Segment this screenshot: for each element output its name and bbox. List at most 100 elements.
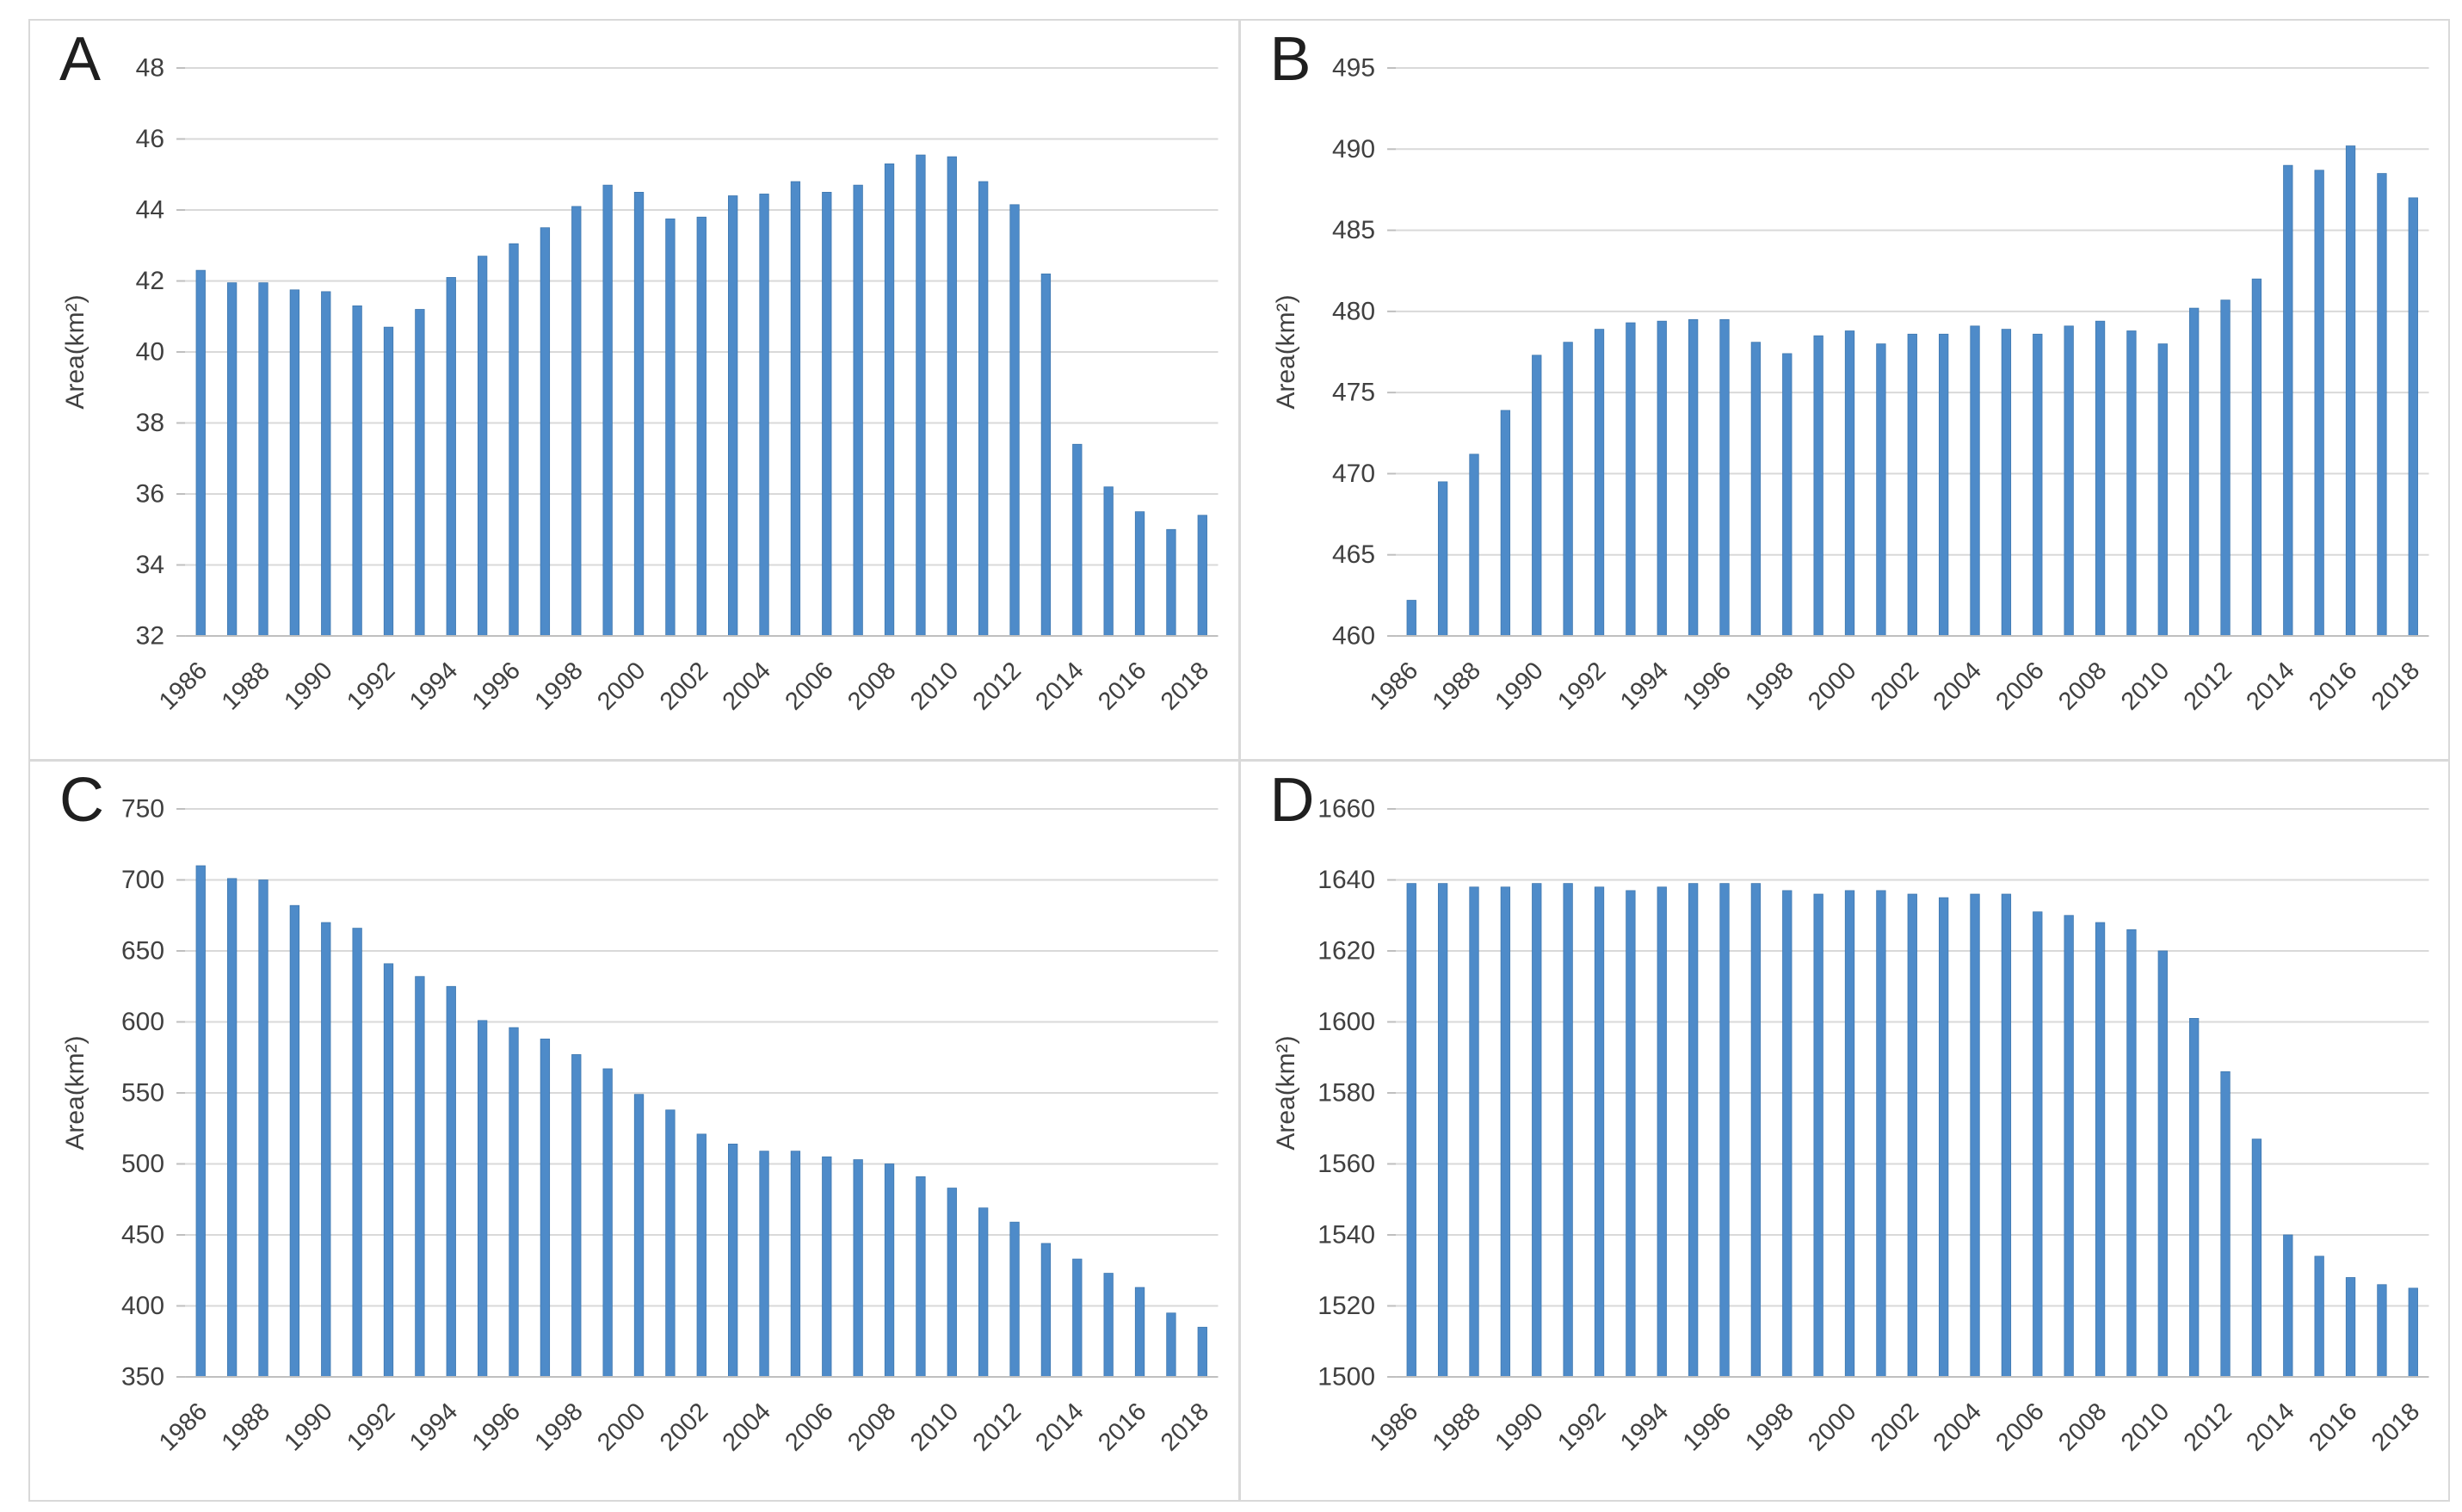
y-tick-label: 650 bbox=[121, 937, 164, 966]
x-tick-label: 1994 bbox=[1614, 657, 1673, 715]
bar bbox=[665, 218, 676, 637]
x-tick-label: 1994 bbox=[404, 657, 463, 715]
x-tick-label: 1990 bbox=[1490, 657, 1548, 715]
bar bbox=[2251, 1139, 2261, 1378]
x-tick-label: 1988 bbox=[1427, 657, 1485, 715]
chart-panel-c: 350 400 450 500 550 600 650 700 750 1986 1988 1990 1… bbox=[30, 762, 1238, 1500]
bar bbox=[822, 192, 832, 637]
y-tick-label: 475 bbox=[1331, 379, 1374, 407]
x-tick-label: 2010 bbox=[2115, 657, 2174, 715]
bar bbox=[477, 256, 488, 637]
bar bbox=[633, 1094, 645, 1378]
panel-label-c: C bbox=[59, 766, 104, 835]
bar bbox=[226, 282, 238, 637]
bar bbox=[1969, 893, 1980, 1378]
bar bbox=[602, 184, 613, 637]
bar bbox=[1562, 342, 1573, 637]
y-tick-label: 495 bbox=[1331, 54, 1374, 83]
y-tick-label: 550 bbox=[121, 1079, 164, 1108]
bar bbox=[665, 1109, 676, 1378]
bar bbox=[383, 963, 394, 1378]
x-tick-label: 2016 bbox=[1093, 657, 1151, 715]
x-tick-label: 1988 bbox=[1427, 1398, 1485, 1456]
x-tick-label: 2016 bbox=[1093, 1398, 1151, 1456]
x-tick-label: 1998 bbox=[1740, 1398, 1799, 1456]
y-tick-label: 750 bbox=[121, 795, 164, 824]
bar bbox=[289, 289, 300, 637]
bar bbox=[1625, 890, 1636, 1378]
y-tick-label: 1580 bbox=[1317, 1079, 1375, 1108]
bar bbox=[1134, 1287, 1145, 1378]
x-tick-label: 2012 bbox=[2178, 657, 2237, 715]
y-tick-label: 1600 bbox=[1317, 1008, 1375, 1036]
panel-label-a: A bbox=[59, 25, 102, 94]
x-tick-label: 2018 bbox=[1156, 1398, 1214, 1456]
bar bbox=[2188, 307, 2199, 637]
bar bbox=[1907, 333, 1917, 637]
y-tick-label: 40 bbox=[136, 338, 164, 367]
chart-panel-d: 1500 1520 1540 1560 1580 1600 1620 1640 1660 1986… bbox=[1240, 762, 2448, 1500]
bar bbox=[1812, 893, 1823, 1378]
bar bbox=[2095, 922, 2105, 1378]
panel-label-b: B bbox=[1269, 25, 1311, 94]
x-tick-label: 1992 bbox=[342, 1398, 400, 1456]
bar bbox=[1468, 454, 1479, 637]
bar bbox=[1781, 353, 1792, 637]
bar bbox=[321, 922, 331, 1378]
y-tick-label: 38 bbox=[136, 409, 164, 437]
bar bbox=[1406, 883, 1416, 1378]
bar bbox=[2408, 197, 2418, 637]
x-tick-label: 2008 bbox=[842, 1398, 901, 1456]
bar bbox=[1875, 343, 1886, 637]
bar bbox=[853, 184, 863, 637]
y-tick-label: 1520 bbox=[1317, 1292, 1375, 1320]
x-tick-label: 2006 bbox=[1990, 1398, 2049, 1456]
x-tick-label: 1990 bbox=[1490, 1398, 1548, 1456]
x-tick-label: 2010 bbox=[2115, 1398, 2174, 1456]
bar bbox=[1938, 333, 1948, 637]
bar bbox=[790, 1151, 801, 1378]
bar bbox=[446, 985, 456, 1378]
bar bbox=[2219, 1071, 2231, 1378]
bar bbox=[2408, 1287, 2418, 1378]
x-tick-label: 2016 bbox=[2304, 1398, 2362, 1456]
bar bbox=[477, 1020, 488, 1378]
x-tick-label: 2006 bbox=[780, 1398, 838, 1456]
bar bbox=[728, 195, 738, 637]
x-tick-label: 2006 bbox=[1990, 657, 2049, 715]
x-tick-label: 2004 bbox=[718, 657, 776, 715]
bar bbox=[540, 227, 551, 637]
x-tick-label: 1998 bbox=[1740, 657, 1799, 715]
bar bbox=[2282, 1234, 2292, 1378]
bar bbox=[352, 928, 362, 1378]
bar bbox=[258, 879, 268, 1378]
x-tick-label: 1992 bbox=[342, 657, 400, 715]
bar bbox=[1781, 890, 1792, 1378]
x-tick-label: 2018 bbox=[1156, 657, 1214, 715]
bar-chart-b: 460 465 470 475 480 485 490 495 1986 1988 1990 1992… bbox=[1272, 54, 2428, 716]
x-tick-label: 1998 bbox=[529, 657, 588, 715]
y-tick-label: 48 bbox=[136, 54, 164, 83]
x-tick-label: 2002 bbox=[655, 657, 713, 715]
y-tick-label: 1620 bbox=[1317, 937, 1375, 966]
bar bbox=[2001, 893, 2011, 1378]
bar bbox=[1103, 1273, 1114, 1378]
bar bbox=[2157, 343, 2168, 637]
y-tick-label: 490 bbox=[1331, 135, 1374, 164]
y-tick-label: 36 bbox=[136, 480, 164, 509]
x-tick-label: 1992 bbox=[1552, 1398, 1611, 1456]
bar bbox=[1718, 318, 1730, 637]
x-tick-label: 2008 bbox=[2053, 1398, 2112, 1456]
bar bbox=[446, 277, 456, 637]
bar bbox=[759, 1151, 769, 1378]
x-tick-label: 2010 bbox=[905, 657, 964, 715]
y-tick-label: 450 bbox=[121, 1221, 164, 1250]
x-tick-label: 2014 bbox=[1030, 1398, 1089, 1456]
bar bbox=[1040, 273, 1052, 637]
x-tick-label: 2000 bbox=[1803, 1398, 1861, 1456]
bar bbox=[1750, 883, 1761, 1378]
y-axis-title: Area(km²) bbox=[1272, 294, 1300, 409]
x-tick-label: 1996 bbox=[1677, 1398, 1736, 1456]
bar bbox=[1072, 1258, 1083, 1378]
